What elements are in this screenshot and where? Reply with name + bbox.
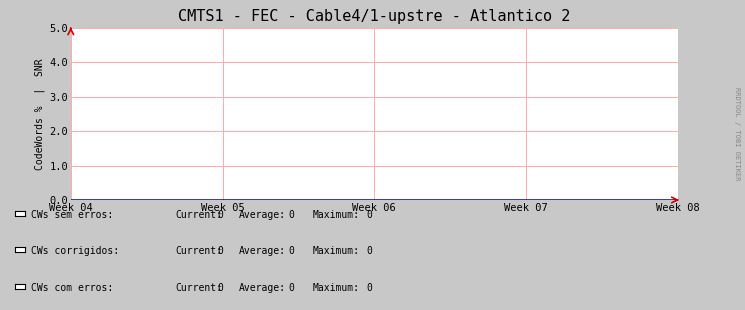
Text: RRDTOOL / TOBI OETIKER: RRDTOOL / TOBI OETIKER [734, 86, 740, 180]
Text: Maximum:: Maximum: [313, 283, 360, 293]
Text: Current:: Current: [175, 283, 222, 293]
Title: CMTS1 - FEC - Cable4/1-upstre - Atlantico 2: CMTS1 - FEC - Cable4/1-upstre - Atlantic… [178, 9, 571, 24]
Text: 0: 0 [218, 246, 224, 256]
Text: 0: 0 [218, 283, 224, 293]
Text: 0: 0 [367, 210, 372, 219]
Text: Current:: Current: [175, 210, 222, 219]
Text: Average:: Average: [238, 246, 285, 256]
Text: Maximum:: Maximum: [313, 246, 360, 256]
Text: CWs corrigidos:: CWs corrigidos: [31, 246, 119, 256]
Text: 0: 0 [288, 283, 294, 293]
Text: Current:: Current: [175, 246, 222, 256]
Text: Average:: Average: [238, 283, 285, 293]
Text: 0: 0 [367, 283, 372, 293]
Text: Maximum:: Maximum: [313, 210, 360, 219]
Text: 0: 0 [367, 246, 372, 256]
Text: 0: 0 [288, 246, 294, 256]
Y-axis label: CodeWords %  |  SNR: CodeWords % | SNR [34, 58, 45, 170]
Text: 0: 0 [218, 210, 224, 219]
Text: Average:: Average: [238, 210, 285, 219]
Text: 0: 0 [288, 210, 294, 219]
Text: CWs sem erros:: CWs sem erros: [31, 210, 113, 219]
Text: CWs com erros:: CWs com erros: [31, 283, 113, 293]
